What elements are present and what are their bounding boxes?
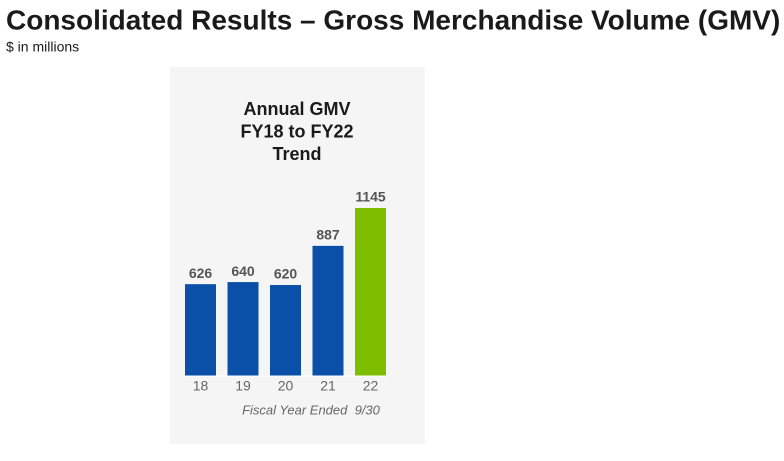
bar xyxy=(227,282,259,376)
x-tick-label: 21 xyxy=(320,378,336,394)
value-label: 620 xyxy=(274,266,298,282)
x-tick-label: 19 xyxy=(235,378,251,394)
subtitle: $ in millions xyxy=(6,39,79,55)
value-label: 887 xyxy=(316,227,340,243)
x-tick-label: 18 xyxy=(193,378,209,394)
value-label: 1145 xyxy=(355,189,386,205)
x-axis-label: Fiscal Year Ended 9/30 xyxy=(242,402,381,417)
bar xyxy=(270,285,301,376)
x-tick-label: 22 xyxy=(363,378,379,394)
x-tick-label: 20 xyxy=(278,378,294,394)
page-title: Consolidated Results – Gross Merchandise… xyxy=(6,4,780,35)
bar xyxy=(312,245,344,376)
chart-title: Annual GMV xyxy=(244,99,351,119)
value-label: 640 xyxy=(231,263,255,279)
value-label: 626 xyxy=(189,265,213,281)
chart-title: FY18 to FY22 xyxy=(240,121,353,141)
bar xyxy=(355,208,386,376)
chart-title: Trend xyxy=(272,144,321,164)
bar xyxy=(185,284,216,376)
